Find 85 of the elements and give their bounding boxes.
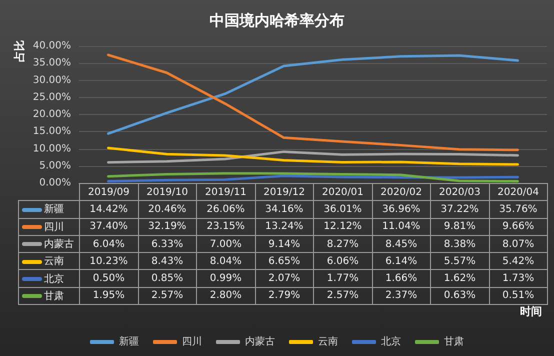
- data-label: 6.65%: [255, 252, 314, 270]
- x-tick-label: 2019/10: [138, 184, 196, 201]
- data-label: 13.24%: [255, 218, 314, 236]
- data-label: 6.14%: [372, 252, 430, 270]
- text: 新疆: [119, 336, 139, 348]
- data-label: 1.77%: [314, 270, 372, 288]
- y-tick-label: 40.00%: [32, 40, 71, 52]
- text: 云南: [318, 336, 338, 348]
- line-series: [107, 54, 519, 152]
- text: 甘肃: [444, 336, 464, 348]
- data-label: 1.73%: [489, 270, 548, 288]
- data-label: 0.99%: [196, 270, 255, 288]
- data-label: 36.01%: [314, 200, 372, 218]
- data-label: 9.14%: [255, 235, 314, 253]
- x-tick-label: 2019/12: [255, 184, 314, 201]
- text: 时间: [520, 305, 542, 318]
- data-label: 8.45%: [372, 235, 430, 253]
- data-label: 6.33%: [138, 235, 196, 253]
- y-tick-label: 5.00%: [39, 160, 71, 172]
- x-tick-label: 2019/11: [196, 184, 255, 201]
- y-tick-label: 25.00%: [32, 92, 71, 103]
- data-label: 6.06%: [314, 252, 372, 270]
- y-tick-label: 35.00%: [32, 58, 71, 69]
- y-tick-label: 20.00%: [32, 109, 71, 120]
- text: 内蒙古: [245, 336, 275, 348]
- y-tick-label: 30.00%: [32, 74, 71, 86]
- y-axis-title: 占比: [13, 40, 26, 62]
- text: 四川: [182, 336, 202, 348]
- data-label: 0.85%: [138, 270, 196, 288]
- data-label: 2.79%: [255, 287, 314, 305]
- data-label: 0.63%: [430, 287, 489, 305]
- data-label: 37.40%: [80, 218, 138, 236]
- data-label: 6.04%: [80, 235, 138, 253]
- data-label: 12.12%: [314, 218, 372, 236]
- legend-label: 四川: [44, 222, 64, 233]
- legend-label: 内蒙古: [44, 239, 74, 250]
- x-tick-label: 2020/01: [314, 184, 372, 201]
- chart-title: 中国境内哈希率分布: [210, 12, 344, 30]
- x-tick-label: 2020/03: [430, 184, 489, 201]
- data-label: 5.42%: [489, 252, 548, 270]
- y-tick-label: 15.00%: [32, 126, 71, 138]
- data-label: 14.42%: [80, 200, 138, 218]
- data-label: 35.76%: [489, 200, 548, 218]
- line-series: [107, 146, 519, 166]
- data-label: 2.80%: [196, 287, 255, 305]
- data-label: 2.37%: [372, 287, 430, 305]
- legend-label: 甘肃: [44, 290, 64, 302]
- data-label: 36.96%: [372, 200, 430, 218]
- y-tick-label: 0.00%: [39, 178, 71, 188]
- text: 北京: [381, 336, 401, 348]
- x-tick-label: 2020/02: [372, 184, 430, 201]
- legend-label: 北京: [44, 274, 64, 285]
- legend-label: 新疆: [44, 204, 64, 216]
- line-series: [107, 172, 519, 183]
- data-label: 2.07%: [255, 270, 314, 288]
- line-series: [107, 150, 519, 164]
- legend-label: 云南: [44, 256, 64, 268]
- data-label: 26.06%: [196, 200, 255, 218]
- data-label: 34.16%: [255, 200, 314, 218]
- data-label: 9.81%: [430, 218, 489, 236]
- data-label: 20.46%: [138, 200, 196, 218]
- data-label: 5.57%: [430, 252, 489, 270]
- data-label: 0.50%: [80, 270, 138, 288]
- data-label: 1.62%: [430, 270, 489, 288]
- data-label: 2.57%: [138, 287, 196, 305]
- data-label: 10.23%: [80, 252, 138, 270]
- data-label: 23.15%: [196, 218, 255, 236]
- data-label: 9.66%: [489, 218, 548, 236]
- data-label: 2.57%: [314, 287, 372, 305]
- data-label: 1.66%: [372, 270, 430, 288]
- data-label: 8.38%: [430, 235, 489, 253]
- data-label: 32.19%: [138, 218, 196, 236]
- data-label: 8.27%: [314, 235, 372, 253]
- data-label: 11.04%: [372, 218, 430, 236]
- data-label: 8.04%: [196, 252, 255, 270]
- y-tick-label: 10.00%: [32, 143, 71, 154]
- data-label: 0.51%: [489, 287, 548, 305]
- data-label: 8.07%: [489, 235, 548, 253]
- data-label: 7.00%: [196, 235, 255, 253]
- x-tick-label: 2019/09: [80, 184, 138, 201]
- data-label: 8.43%: [138, 252, 196, 270]
- data-label: 1.95%: [80, 287, 138, 305]
- x-tick-label: 2020/04: [489, 184, 548, 201]
- data-label: 37.22%: [430, 200, 489, 218]
- line-series: [107, 54, 519, 135]
